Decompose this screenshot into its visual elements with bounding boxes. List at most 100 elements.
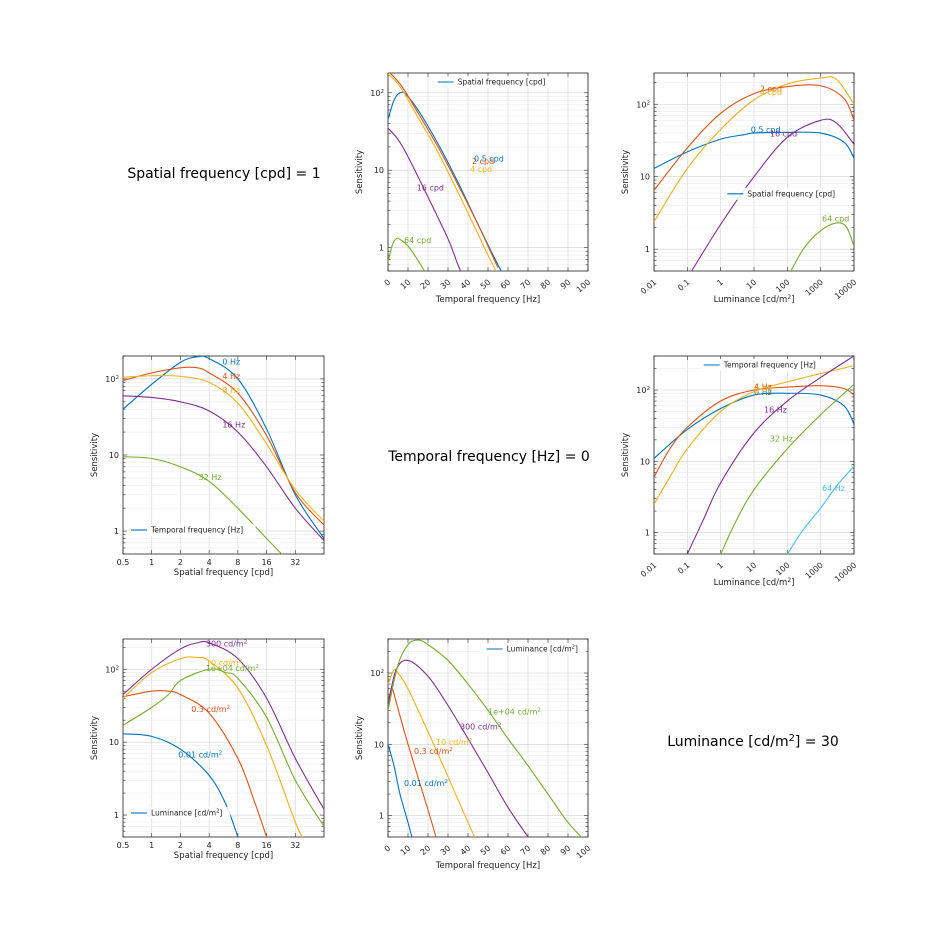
x-axis-label: Temporal frequency [Hz] [435, 295, 540, 305]
x-tick-label: 1 [715, 278, 725, 288]
series-label-0-3-cd-m: 0.3 cd/m2 [191, 705, 230, 714]
series-label-300-cd-m: 300 cd/m2 [460, 723, 501, 732]
series-line-4-cpd [654, 76, 854, 222]
series-label-0-3-cd-m: 0.3 cd/m2 [414, 747, 453, 756]
series-line-300-cd-m [123, 640, 324, 810]
series-line-0-5-cpd [654, 131, 854, 169]
series-line-16-hz [123, 395, 324, 541]
legend-label: Spatial frequency [cpd] [747, 190, 835, 199]
legend-label: Luminance [cd/m2] [151, 809, 222, 818]
plot-frame [653, 72, 855, 272]
series-label-8-hz: 8 Hz [222, 386, 240, 395]
x-tick-label: 30 [439, 844, 453, 857]
center-caption-0-0: Spatial frequency [cpd] = 1 [127, 166, 320, 182]
x-tick-label: 10 [399, 278, 413, 291]
series-label-0-01-cd-m: 0.01 cd/m2 [178, 750, 222, 759]
x-tick-label: 60 [499, 844, 513, 857]
series-line-32-hz [123, 456, 283, 554]
series-label-16-cpd: 16 cpd [417, 183, 444, 192]
x-tick-label: 20 [419, 278, 433, 291]
series-label-16-cpd: 16 cpd [770, 129, 797, 138]
series-line-4-hz [654, 385, 854, 478]
x-tick-label: 16 [261, 558, 271, 567]
series-label-16-hz: 16 Hz [222, 420, 245, 429]
legend-label: Spatial frequency [cpd] [458, 78, 546, 87]
chart-p20: 1 10 102 Spatial frequency [cpd] Sensitivity… [90, 638, 325, 861]
y-tick-label: 1 [379, 244, 384, 253]
legend: Spatial frequency [cpd] [723, 187, 852, 200]
series-line-0-01-cd-m [388, 744, 413, 837]
series-label-300-cd-m: 300 cd/m2 [206, 640, 247, 649]
x-axis-label: Temporal frequency [Hz] [435, 861, 540, 871]
x-tick-label: 100 [774, 278, 791, 295]
y-tick-label: 102 [105, 665, 119, 674]
x-tick-label: 100 [575, 844, 592, 861]
series-label-16-hz: 16 Hz [764, 406, 787, 415]
series-label-4-hz: 4 Hz [754, 382, 772, 391]
x-tick-label: 32 [290, 841, 300, 850]
series-label-0-hz: 0 Hz [754, 388, 772, 397]
plot-frame [653, 355, 855, 555]
series-label-64-cpd: 64 cpd [404, 236, 431, 245]
legend-label: Temporal frequency [Hz] [723, 361, 816, 370]
series-line-1e-04-cd-m [388, 639, 583, 837]
y-axis-label: Sensitivity [355, 150, 365, 194]
series-line-16-cpd [388, 127, 462, 271]
x-tick-label: 50 [479, 278, 493, 291]
x-tick-label: 60 [499, 278, 513, 291]
x-tick-label: 4 [207, 558, 212, 567]
x-tick-label: 10 [745, 561, 759, 574]
legend-label: Luminance [cd/m2] [507, 645, 578, 654]
x-tick-label: 10 [399, 844, 413, 857]
y-axis-label: Sensitivity [621, 433, 631, 477]
y-tick-label: 102 [636, 386, 650, 395]
series-line-64-cpd [388, 237, 426, 271]
y-axis-label: Sensitivity [90, 433, 100, 477]
y-tick-label: 10 [109, 738, 119, 747]
y-tick-label: 1 [114, 527, 119, 536]
series-line-1e-04-cd-m [123, 668, 324, 827]
series-line-300-cd-m [388, 659, 529, 837]
y-tick-label: 102 [370, 89, 384, 98]
series-label-1e-04-cd-m: 1e+04 cd/m2 [488, 708, 541, 717]
y-tick-label: 1 [379, 812, 384, 821]
x-tick-label: 8 [235, 841, 240, 850]
legend: Temporal frequency [Hz] [699, 359, 829, 371]
y-tick-label: 10 [640, 173, 650, 182]
x-tick-label: 32 [290, 558, 300, 567]
x-tick-label: 0.01 [639, 278, 658, 296]
x-axis-label: Luminance [cd/m2] [714, 294, 795, 306]
center-caption-2-2: Luminance [cd/m2] = 30 [667, 733, 839, 751]
series-label-2-cpd: 2 cpd [472, 157, 494, 166]
series-label-64-hz: 64 Hz [822, 484, 845, 493]
x-tick-label: 2 [178, 558, 183, 567]
series-line-4-cpd [388, 73, 497, 271]
y-tick-label: 102 [105, 375, 119, 384]
legend: Spatial frequency [cpd] [433, 76, 563, 88]
series-label-8-hz: 8 Hz [754, 386, 772, 395]
legend: Luminance [cd/m2] [127, 807, 231, 819]
series-label-2-cpd: 2 cpd [760, 84, 782, 93]
x-tick-label: 1000 [804, 278, 825, 298]
series-line-8-hz [123, 375, 324, 522]
series-line-16-hz [686, 356, 854, 554]
legend: Luminance [cd/m2] [482, 643, 586, 655]
series-label-1e-04-cd-m: 1e+04 cd/m2 [206, 664, 259, 673]
series-label-0-5-cpd: 0.5 cpd [751, 125, 781, 134]
x-tick-label: 40 [459, 844, 473, 857]
series-label-32-hz: 32 Hz [770, 434, 793, 443]
legend-label: Temporal frequency [Hz] [150, 526, 243, 535]
grid [653, 73, 855, 272]
y-axis-label: Sensitivity [90, 716, 100, 760]
y-tick-label: 10 [109, 451, 119, 460]
chart-p12: 1 10 102 Luminance [cd/m2] Sensitivity 0 Hz4 … [621, 355, 855, 589]
plot-frame [387, 72, 589, 272]
series-label-4-hz: 4 Hz [222, 372, 240, 381]
x-axis-label: Luminance [cd/m2] [714, 577, 795, 589]
x-tick-label: 80 [539, 278, 553, 291]
x-tick-label: 8 [235, 558, 240, 567]
series-line-32-hz [720, 383, 854, 554]
series-label-4-cpd: 4 cpd [470, 165, 492, 174]
grid [387, 638, 589, 838]
